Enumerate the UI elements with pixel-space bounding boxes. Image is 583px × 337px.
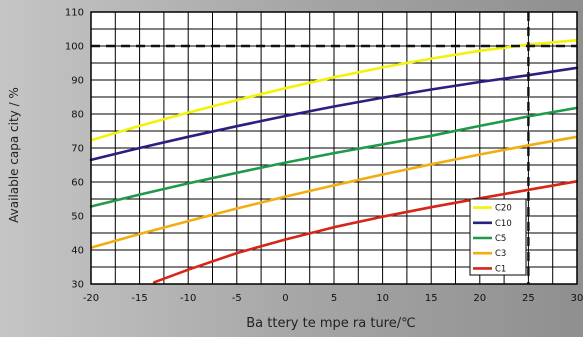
x-tick-label: 25 (522, 293, 535, 304)
y-tick-label: 60 (71, 178, 84, 189)
y-tick-label: 110 (65, 8, 84, 19)
x-tick-label: -20 (83, 293, 99, 304)
y-tick-label: 80 (71, 110, 84, 121)
legend-label-c20: C20 (495, 204, 512, 214)
y-axis-title: Available capa city / % (7, 87, 21, 223)
series-line-c1 (152, 180, 579, 284)
x-axis-title: Ba ttery te mpe ra ture/℃ (246, 316, 415, 331)
x-tick-label: 5 (331, 293, 337, 304)
legend-label-c5: C5 (495, 234, 506, 244)
y-tick-label: 50 (71, 212, 84, 223)
x-tick-label: 20 (473, 293, 486, 304)
plot-frame (90, 11, 578, 285)
x-tick-label: -10 (180, 293, 196, 304)
x-tick-label: 15 (425, 293, 438, 304)
series-line-c20 (89, 38, 579, 142)
series-line-c10 (89, 66, 579, 162)
x-tick-label: -5 (232, 293, 242, 304)
x-tick-label: 10 (376, 293, 389, 304)
legend-label-c3: C3 (495, 249, 506, 259)
y-tick-label: 30 (71, 280, 84, 291)
x-tick-label: 30 (571, 293, 583, 304)
y-tick-label: 70 (71, 144, 84, 155)
x-tick-label: 0 (282, 293, 288, 304)
y-tick-label: 90 (71, 76, 84, 87)
legend-label-c10: C10 (495, 219, 512, 229)
y-tick-label: 100 (65, 42, 84, 53)
series-line-c5 (89, 106, 579, 208)
x-tick-label: -15 (131, 293, 147, 304)
series-line-c3 (89, 135, 579, 249)
y-tick-label: 40 (71, 246, 84, 257)
legend-label-c1: C1 (495, 264, 506, 274)
